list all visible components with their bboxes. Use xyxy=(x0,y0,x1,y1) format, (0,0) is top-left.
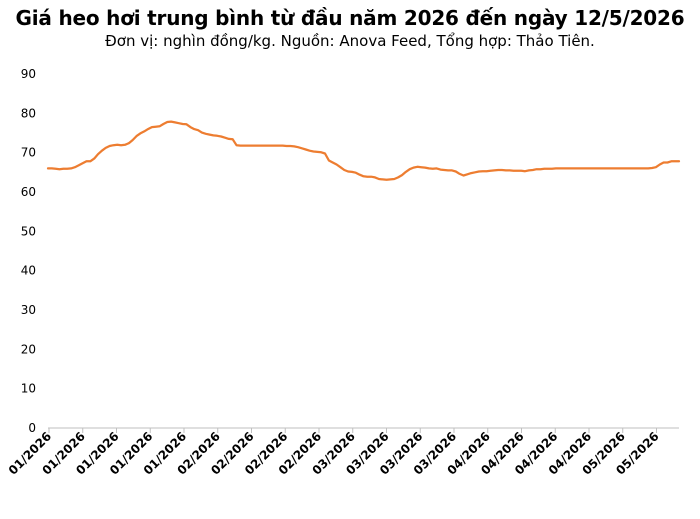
y-tick-label: 60 xyxy=(21,185,36,199)
y-tick-label: 20 xyxy=(21,342,36,356)
y-tick-label: 30 xyxy=(21,303,36,317)
y-tick-label: 50 xyxy=(21,224,36,238)
y-tick-label: 80 xyxy=(21,106,36,120)
y-tick-label: 70 xyxy=(21,146,36,160)
y-tick-label: 90 xyxy=(21,67,36,81)
y-tick-label: 10 xyxy=(21,382,36,396)
y-tick-label: 0 xyxy=(28,421,36,435)
y-tick-label: 40 xyxy=(21,264,36,278)
chart-subtitle: Đơn vị: nghìn đồng/kg. Nguồn: Anova Feed… xyxy=(105,32,595,50)
price-series-line xyxy=(46,120,681,181)
chart-title: Giá heo hơi trung bình từ đầu năm 2026 đ… xyxy=(15,6,685,30)
